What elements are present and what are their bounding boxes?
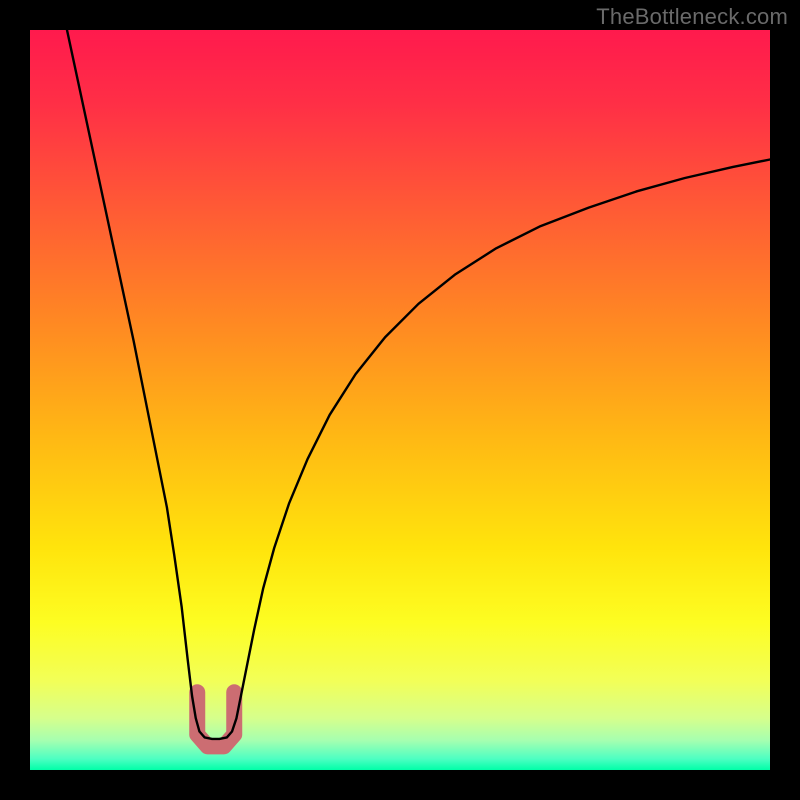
chart-frame: TheBottleneck.com — [0, 0, 800, 800]
gradient-background — [30, 30, 770, 770]
watermark-text: TheBottleneck.com — [596, 4, 788, 30]
bottleneck-chart — [0, 0, 800, 800]
